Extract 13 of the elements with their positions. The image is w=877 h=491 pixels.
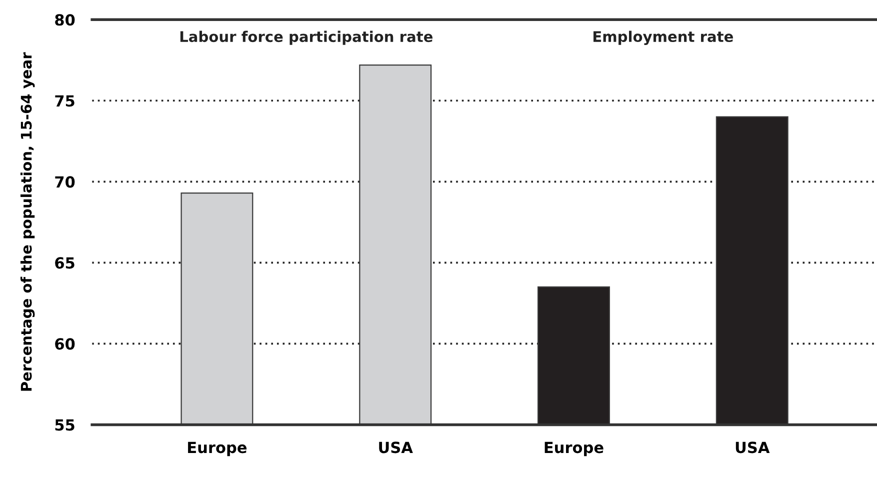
y-tick-label: 60 — [55, 338, 75, 350]
y-tick-label: 80 — [55, 14, 75, 26]
x-tick-label: USA — [736, 442, 770, 454]
y-axis-title: Percentage of the population, 15-64 year — [20, 52, 35, 391]
annotation: Employment rate — [594, 30, 733, 45]
annotation: Labour force participation rate — [180, 30, 433, 45]
y-tick-label: 55 — [55, 419, 74, 431]
x-tick-label: USA — [379, 442, 413, 454]
y-tick-label: 75 — [55, 95, 74, 107]
y-tick-label: 65 — [55, 257, 74, 269]
y-tick-label: 70 — [55, 176, 75, 188]
x-tick-label: Europe — [544, 442, 604, 456]
x-tick-label: Europe — [188, 442, 247, 456]
